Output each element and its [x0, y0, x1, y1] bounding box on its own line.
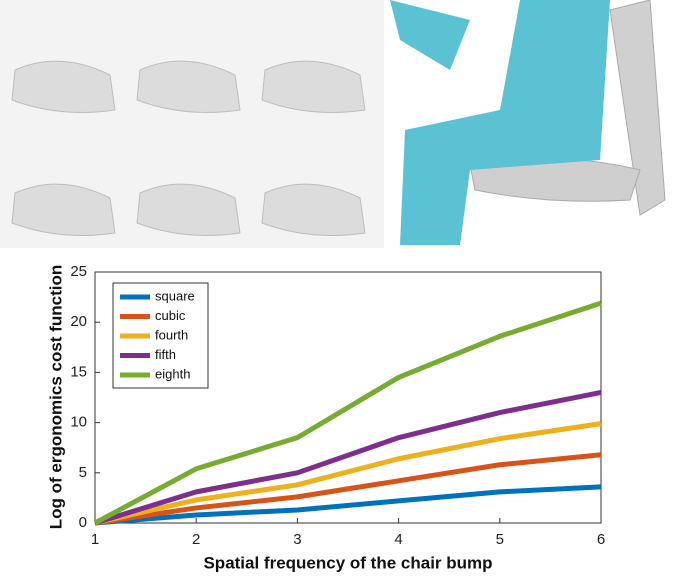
chair-seat — [261, 60, 366, 113]
y-tick-label: 10 — [70, 414, 87, 431]
series-line — [93, 300, 602, 526]
legend-label: fifth — [155, 347, 176, 362]
chair-seat — [11, 183, 116, 236]
x-tick-label: 2 — [192, 531, 200, 548]
chair-seat — [136, 60, 241, 113]
x-tick-label: 4 — [394, 531, 402, 548]
series-line — [94, 452, 602, 526]
legend-label: square — [155, 288, 195, 303]
chair-seat — [136, 183, 241, 236]
y-tick-label: 15 — [70, 363, 87, 380]
legend-label: eighth — [155, 366, 190, 381]
y-tick-label: 5 — [79, 464, 87, 481]
chair-seat — [11, 60, 116, 113]
x-axis-label: Spatial frequency of the chair bump — [203, 553, 492, 572]
series-line — [94, 421, 602, 526]
legend-label: fourth — [155, 327, 188, 342]
x-tick-label: 5 — [496, 531, 504, 548]
chair-seat — [261, 183, 366, 236]
y-tick-label: 25 — [70, 263, 87, 280]
chair-renderings — [0, 0, 699, 248]
x-tick-label: 1 — [91, 531, 99, 548]
series-line — [94, 390, 602, 526]
y-tick-label: 0 — [79, 514, 87, 531]
x-tick-label: 6 — [597, 531, 605, 548]
human-arms — [390, 0, 470, 70]
legend-label: cubic — [155, 308, 186, 323]
chair-back — [609, 0, 666, 216]
y-axis-label: Log of ergonomics cost function — [46, 265, 65, 529]
x-tick-label: 3 — [293, 531, 301, 548]
human-model — [400, 0, 610, 245]
y-tick-label: 20 — [70, 313, 87, 330]
series-line — [94, 484, 602, 526]
